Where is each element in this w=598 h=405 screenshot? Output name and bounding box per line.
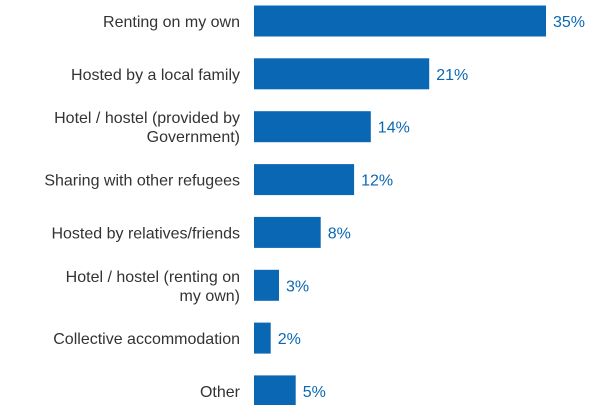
value-label-7: 5% bbox=[303, 384, 326, 401]
category-label-line: Renting on my own bbox=[103, 14, 240, 31]
category-label-7: Other bbox=[200, 384, 241, 401]
value-label-3: 12% bbox=[361, 173, 393, 190]
bar-6 bbox=[254, 322, 271, 354]
category-label-line: my own) bbox=[180, 288, 240, 305]
value-label-0: 35% bbox=[553, 14, 585, 31]
category-label-line: Hosted by a local family bbox=[71, 67, 240, 84]
bar-7 bbox=[254, 375, 296, 405]
value-label-5: 3% bbox=[286, 278, 309, 295]
category-label-4: Hosted by relatives/friends bbox=[51, 225, 240, 242]
category-label-1: Hosted by a local family bbox=[71, 67, 240, 84]
bar-0 bbox=[254, 5, 546, 37]
value-labels-group: 35% 21% 14% 12% 8% 3% 2% 5% bbox=[278, 14, 585, 401]
category-label-line: Government) bbox=[147, 129, 240, 146]
category-label-5: Hotel / hostel (renting on my own) bbox=[66, 269, 240, 305]
category-label-line: Other bbox=[200, 384, 241, 401]
category-labels-group: Renting on my own Hosted by a local famil… bbox=[44, 14, 240, 401]
bar-5 bbox=[254, 269, 279, 301]
category-label-line: Sharing with other refugees bbox=[44, 173, 240, 190]
value-label-1: 21% bbox=[436, 67, 468, 84]
category-label-line: Hotel / hostel (provided by bbox=[54, 110, 240, 127]
bar-2 bbox=[254, 111, 371, 143]
category-label-2: Hotel / hostel (provided by Government) bbox=[54, 110, 240, 146]
value-label-6: 2% bbox=[278, 331, 301, 348]
bar-3 bbox=[254, 164, 355, 196]
category-label-line: Hosted by relatives/friends bbox=[51, 225, 240, 242]
value-label-4: 8% bbox=[328, 225, 351, 242]
bars-group bbox=[254, 5, 546, 405]
category-label-3: Sharing with other refugees bbox=[44, 173, 240, 190]
category-label-line: Collective accommodation bbox=[53, 331, 240, 348]
value-label-2: 14% bbox=[378, 120, 410, 137]
bar-1 bbox=[254, 58, 430, 90]
category-label-0: Renting on my own bbox=[103, 14, 240, 31]
category-label-6: Collective accommodation bbox=[53, 331, 240, 348]
bar-4 bbox=[254, 216, 321, 248]
category-label-line: Hotel / hostel (renting on bbox=[66, 269, 240, 286]
